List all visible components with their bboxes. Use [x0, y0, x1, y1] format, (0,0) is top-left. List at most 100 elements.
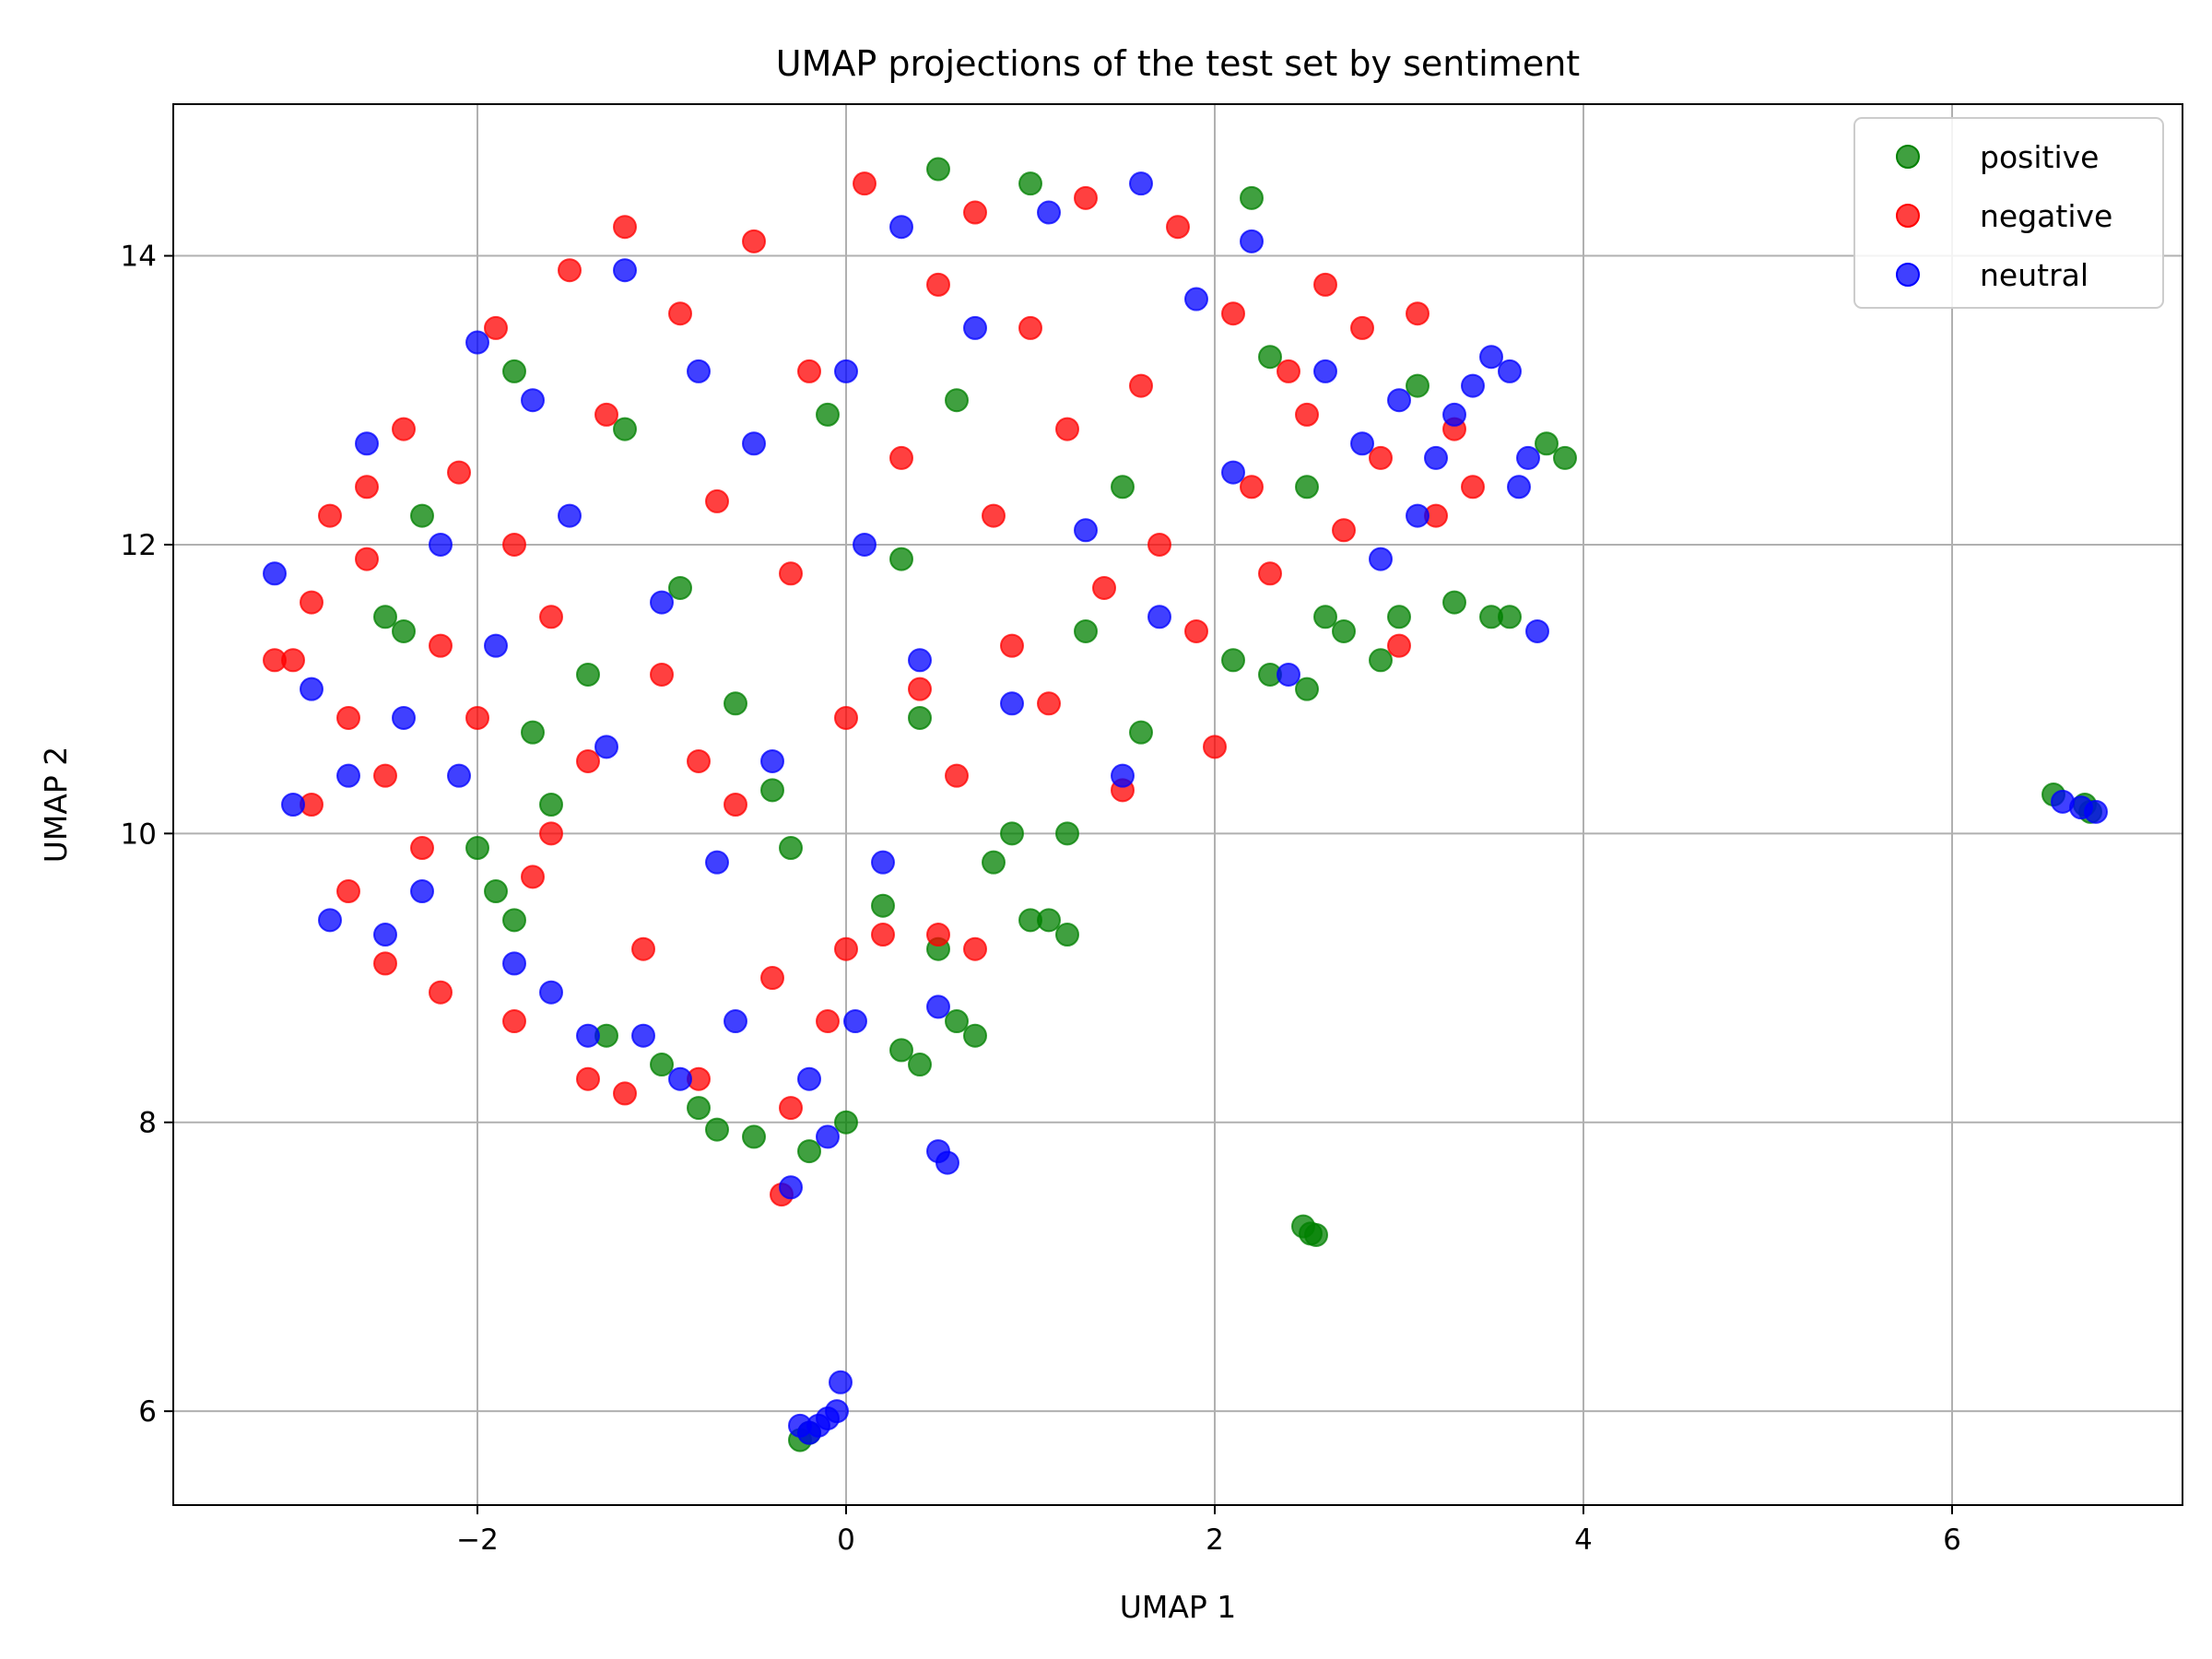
negative-point	[502, 532, 526, 557]
negative-point	[908, 677, 932, 701]
negative-point	[779, 1096, 803, 1121]
positive-point	[1221, 648, 1245, 673]
positive-point	[687, 1096, 711, 1121]
neutral-point	[318, 908, 342, 933]
negative-point	[1147, 532, 1171, 557]
positive-point	[1055, 821, 1079, 846]
neutral-point	[705, 850, 729, 875]
negative-point	[816, 1009, 840, 1034]
neutral-point	[1387, 388, 1411, 413]
positive-point	[926, 157, 950, 182]
axis-ticks: −2 0 2 4 6 6 8 10 12 14	[121, 241, 1961, 1557]
positive-point	[908, 705, 932, 730]
positive-point	[484, 879, 508, 904]
negative-point	[429, 633, 453, 658]
negative-point	[1295, 402, 1319, 427]
positive-point	[1304, 1222, 1328, 1247]
neutral-point	[2084, 799, 2108, 824]
neutral-point	[447, 763, 471, 788]
neutral-point	[843, 1009, 867, 1034]
x-tick-label: 0	[837, 1524, 855, 1557]
negative-point	[1332, 518, 1356, 543]
x-tick-label: −2	[456, 1524, 499, 1557]
positive-point	[1018, 171, 1042, 196]
negative-point	[373, 763, 397, 788]
neutral-point	[797, 1066, 821, 1091]
negative-point	[1055, 417, 1079, 441]
negative-point	[539, 821, 563, 846]
neutral-point	[613, 258, 637, 283]
neutral-point	[263, 561, 287, 586]
legend-label-neutral: neutral	[1980, 257, 2088, 293]
negative-point	[834, 936, 858, 961]
neutral-point	[788, 1413, 812, 1438]
legend-box	[1853, 117, 2164, 309]
neutral-point	[410, 879, 434, 904]
neutral-point	[1516, 445, 1540, 470]
positive-point	[650, 1053, 674, 1077]
positive-point	[1240, 185, 1264, 210]
neutral-point	[1479, 345, 1503, 370]
neutral-point	[926, 994, 950, 1019]
negative-point	[1203, 735, 1227, 759]
x-tick-label: 4	[1574, 1524, 1593, 1557]
negative-point	[576, 1066, 600, 1091]
neutral-point	[1350, 431, 1374, 456]
series-positive	[373, 157, 2102, 1453]
negative-point	[1240, 475, 1264, 500]
negative-point	[1129, 373, 1153, 398]
positive-point	[705, 1117, 729, 1142]
negative-point	[1350, 315, 1374, 340]
negative-point	[1037, 691, 1061, 716]
negative-point	[1184, 618, 1208, 643]
negative-point	[594, 402, 618, 427]
y-axis-label: UMAP 2	[38, 747, 74, 864]
positive-point	[797, 1139, 821, 1164]
neutral-point	[429, 532, 453, 557]
neutral-point	[853, 532, 877, 557]
positive-point	[1498, 605, 1522, 629]
neutral-point	[1442, 402, 1466, 427]
plot-area-frame	[172, 103, 2183, 1506]
neutral-point	[1221, 460, 1245, 485]
positive-point	[465, 836, 489, 861]
neutral-point	[484, 633, 508, 658]
neutral-point	[521, 388, 545, 413]
chart-title: UMAP projections of the test set by sent…	[776, 43, 1580, 84]
neutral-point	[687, 359, 711, 383]
legend-label-positive: positive	[1980, 139, 2099, 175]
neutral-point	[871, 850, 895, 875]
negative-point	[687, 748, 711, 773]
legend-label-negative: negative	[1980, 198, 2112, 234]
data-points	[263, 157, 2108, 1453]
legend: positive negative neutral	[1853, 117, 2164, 309]
positive-point	[410, 503, 434, 528]
negative-point	[724, 793, 747, 817]
neutral-point	[908, 648, 932, 673]
positive-point	[392, 618, 416, 643]
positive-point	[724, 691, 747, 716]
neutral-point	[1461, 373, 1485, 398]
positive-point	[1055, 923, 1079, 947]
neutral-point	[1111, 763, 1135, 788]
negative-point	[1018, 315, 1042, 340]
negative-point	[300, 590, 324, 615]
positive-point	[1295, 677, 1319, 701]
legend-marker-negative	[1896, 204, 1920, 228]
negative-point	[945, 763, 969, 788]
positive-point	[816, 402, 840, 427]
negative-point	[373, 951, 397, 976]
positive-point	[760, 778, 784, 803]
negative-point	[613, 1081, 637, 1106]
positive-point	[945, 388, 969, 413]
negative-point	[871, 923, 895, 947]
y-tick-label: 6	[138, 1395, 157, 1429]
y-tick-label: 12	[121, 529, 157, 562]
negative-point	[263, 648, 287, 673]
neutral-point	[724, 1009, 747, 1034]
positive-point	[1074, 618, 1098, 643]
positive-point	[1258, 345, 1282, 370]
neutral-point	[502, 951, 526, 976]
negative-point	[410, 836, 434, 861]
